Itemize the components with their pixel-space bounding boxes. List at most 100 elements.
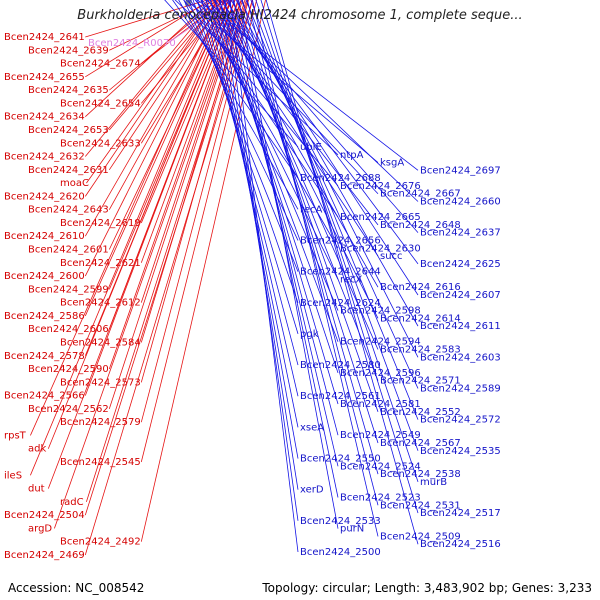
gene-label[interactable]: Bcen2424_2590	[28, 364, 109, 375]
gene-label[interactable]: ksgA	[380, 158, 404, 169]
gene-label[interactable]: rpsT	[4, 430, 27, 441]
gene-label[interactable]: Bcen2424_2601	[28, 245, 109, 256]
gene-label[interactable]: Bcen2424_2616	[380, 282, 461, 293]
gene-label[interactable]: adk	[28, 444, 46, 455]
gene-label[interactable]: Bcen2424_2573	[60, 377, 141, 388]
gene-label[interactable]: Bcen2424_2631	[28, 165, 109, 176]
gene-label[interactable]: Bcen2424_2633	[60, 138, 141, 149]
gene-label[interactable]: Bcen2424_2583	[380, 345, 461, 356]
gene-label[interactable]: Bcen2424_2674	[60, 59, 141, 70]
gene-label[interactable]: Bcen2424_2469	[4, 550, 85, 561]
gene-label[interactable]: Bcen2424_2571	[380, 376, 461, 387]
gene-label[interactable]: Bcen2424_2598	[340, 306, 421, 317]
gene-label[interactable]: dut	[28, 484, 45, 495]
gene-label[interactable]: Bcen2424_2492	[60, 537, 141, 548]
gene-label[interactable]: Bcen2424_2610	[4, 231, 85, 242]
gene-label[interactable]: Bcen2424_2632	[4, 152, 85, 163]
gene-label[interactable]: Bcen2424_2535	[420, 446, 501, 457]
gene-label[interactable]: Bcen2424_2665	[340, 212, 421, 223]
gene-label[interactable]: Bcen2424_2581	[340, 399, 421, 410]
gene-label[interactable]: Bcen2424_2634	[4, 112, 85, 123]
gene-label[interactable]: murB	[420, 477, 447, 488]
gene-label[interactable]: Bcen2424_2620	[4, 191, 85, 202]
gene-label[interactable]: Bcen2424_2624	[300, 298, 381, 309]
gene-label[interactable]: Bcen2424_2660	[420, 197, 501, 208]
gene-label[interactable]: Bcen2424_2545	[60, 457, 141, 468]
gene-label[interactable]: Bcen2424_2550	[300, 454, 381, 465]
gene-label[interactable]: Bcen2424_2612	[60, 298, 141, 309]
gene-label[interactable]: pgk	[300, 329, 319, 340]
gene-label[interactable]: Bcen2424_2653	[28, 125, 109, 136]
gene-label[interactable]: Bcen2424_2572	[420, 415, 501, 426]
gene-label[interactable]: Bcen2424_2566	[4, 391, 85, 402]
gene-label[interactable]: Bcen2424_2531	[380, 500, 461, 511]
gene-label[interactable]: purN	[340, 524, 364, 535]
gene-label[interactable]: Bcen2424_2654	[60, 98, 141, 109]
gene-label[interactable]: Bcen2424_2504	[4, 510, 85, 521]
gene-label[interactable]: Bcen2424_2589	[420, 383, 501, 394]
gene-label[interactable]: xerD	[300, 485, 324, 496]
gene-label[interactable]: Bcen2424_2630	[340, 243, 421, 254]
gene-label[interactable]: Bcen2424_2603	[420, 352, 501, 363]
gene-label[interactable]: Bcen2424_2607	[420, 290, 501, 301]
gene-leader-line	[219, 0, 299, 490]
gene-label[interactable]: Bcen2424_2688	[300, 173, 381, 184]
gene-label[interactable]: Bcen2424_2637	[420, 228, 501, 239]
gene-label[interactable]: Bcen2424_2606	[28, 324, 109, 335]
gene-label[interactable]: Bcen2424_2639	[28, 45, 109, 56]
gene-label[interactable]: Bcen2424_2517	[420, 508, 501, 519]
gene-label[interactable]: Bcen2424_2578	[4, 351, 85, 362]
gene-label[interactable]: Bcen2424_2594	[340, 337, 421, 348]
gene-label[interactable]: Bcen2424_2621	[60, 258, 141, 269]
gene-leader-line	[109, 0, 216, 51]
gene-label[interactable]: moaC	[60, 178, 89, 189]
gene-label[interactable]: Bcen2424_2644	[300, 267, 381, 278]
gene-label[interactable]: Bcen2424_2614	[380, 313, 461, 324]
gene-label[interactable]: Bcen2424_2524	[340, 461, 421, 472]
gene-label[interactable]: Bcen2424_2667	[380, 189, 461, 200]
gene-label[interactable]: Bcen2424_2641	[4, 32, 85, 43]
gene-label[interactable]: recA	[300, 204, 323, 215]
gene-label[interactable]: Bcen2424_2676	[340, 181, 421, 192]
gene-label[interactable]: Bcen2424_2500	[300, 547, 381, 558]
gene-label[interactable]: ileS	[4, 470, 22, 481]
gene-leader-line	[246, 0, 379, 506]
gene-label[interactable]: Bcen2424_2561	[300, 391, 381, 402]
gene-label[interactable]: argD	[28, 523, 52, 534]
gene-label[interactable]: Bcen2424_2648	[380, 220, 461, 231]
gene-label[interactable]: Bcen2424_2562	[28, 404, 109, 415]
gene-label[interactable]: Bcen2424_2516	[420, 539, 501, 550]
gene-label[interactable]: Bcen2424_2509	[380, 531, 461, 542]
gene-label[interactable]: Bcen2424_2625	[420, 259, 501, 270]
gene-leader-line	[47, 0, 232, 449]
gene-label[interactable]: Bcen2424_2584	[60, 337, 141, 348]
gene-label[interactable]: Bcen2424_2523	[340, 492, 421, 503]
gene-label[interactable]: Bcen2424_2580	[300, 360, 381, 371]
gene-label[interactable]: ntpA	[340, 150, 364, 161]
gene-label[interactable]: Bcen2424_2596	[340, 368, 421, 379]
gene-label[interactable]: Bcen2424_2538	[380, 469, 461, 480]
gene-leader-line	[108, 0, 244, 410]
gene-label[interactable]: Bcen2424_2611	[420, 321, 501, 332]
gene-label[interactable]: succ	[380, 251, 403, 262]
gene-label[interactable]: recX	[340, 274, 363, 285]
gene-label[interactable]: Bcen2424_2579	[60, 417, 141, 428]
gene-label[interactable]: Bcen2424_2533	[300, 516, 381, 527]
gene-label[interactable]: Bcen2424_2655	[4, 72, 85, 83]
gene-label[interactable]: Bcen2424_2643	[28, 205, 109, 216]
gene-label[interactable]: Bcen2424_2697	[420, 165, 501, 176]
gene-label[interactable]: Bcen2424_2600	[4, 271, 85, 282]
gene-leader-line	[30, 0, 230, 476]
gene-label[interactable]: Bcen2424_2599	[28, 284, 109, 295]
gene-label[interactable]: Bcen2424_2635	[28, 85, 109, 96]
gene-label[interactable]: Bcen2424_2549	[340, 430, 421, 441]
gene-label[interactable]: Bcen2424_2586	[4, 311, 85, 322]
gene-label[interactable]: xseA	[300, 422, 324, 433]
gene-label[interactable]: Bcen2424_2552	[380, 407, 461, 418]
gene-label[interactable]: Bcen2424_2567	[380, 438, 461, 449]
rna-gene-label[interactable]: Bcen2424_R0070	[88, 38, 176, 49]
gene-label[interactable]: Bcen2424_2619	[60, 218, 141, 229]
gene-label[interactable]: radC	[60, 497, 84, 508]
